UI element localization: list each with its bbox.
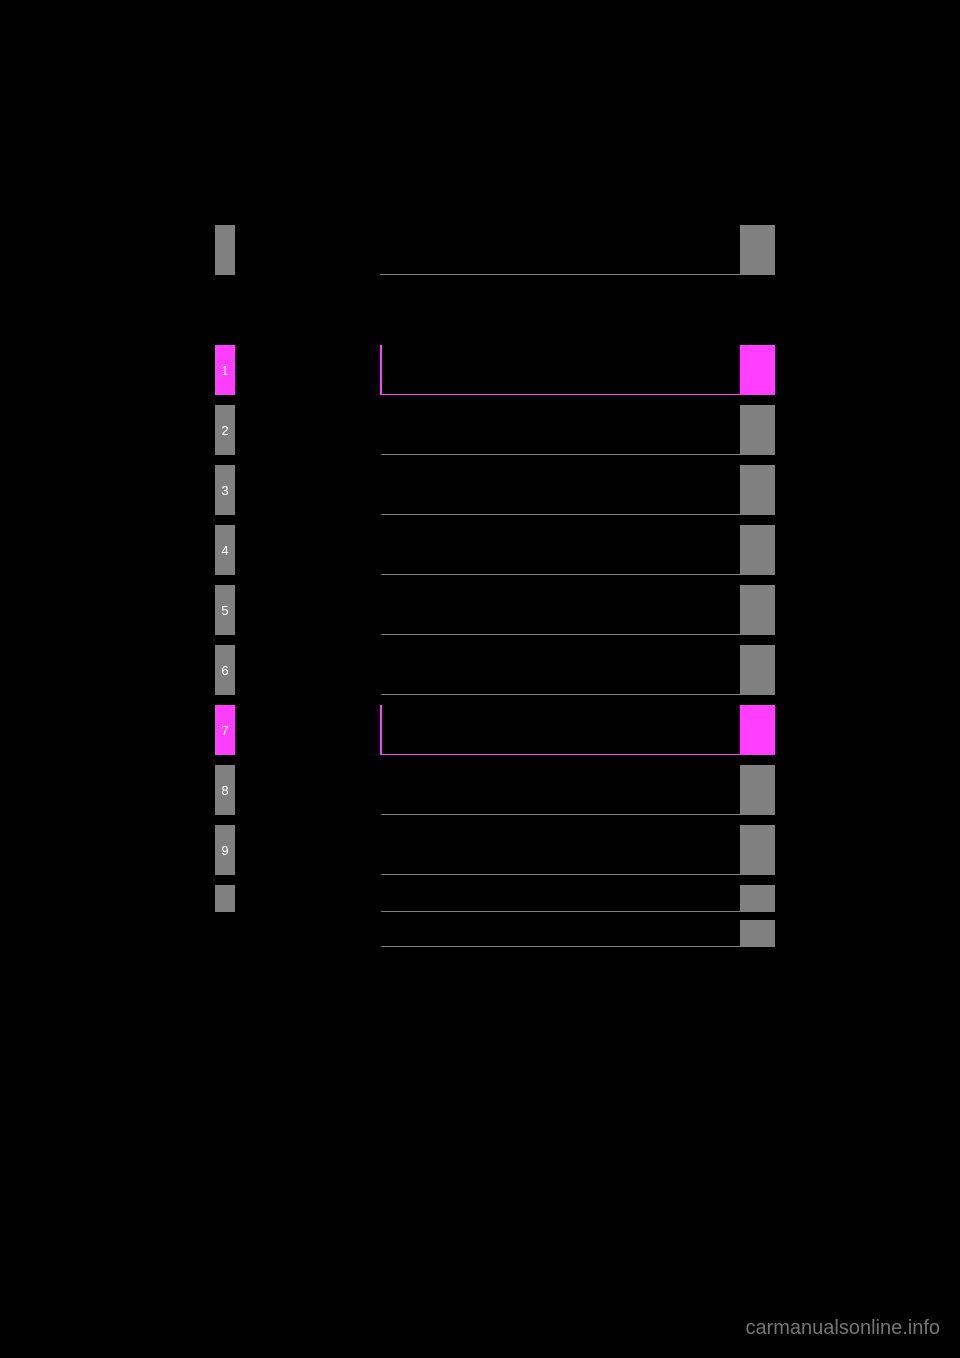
toc-row-5[interactable]: 5 bbox=[215, 585, 775, 635]
header-endtab bbox=[740, 225, 775, 275]
toc-row-extra-1[interactable] bbox=[215, 885, 775, 912]
manual-toc-page: 1 2 3 4 5 6 7 8 bbox=[215, 225, 775, 955]
toc-row-4[interactable]: 4 bbox=[215, 525, 775, 575]
chapter-endtab bbox=[740, 465, 775, 515]
toc-row-9[interactable]: 9 bbox=[215, 825, 775, 875]
chapter-number bbox=[215, 920, 235, 947]
watermark-text: carmanualsonline.info bbox=[745, 1317, 940, 1340]
chapter-endtab bbox=[740, 765, 775, 815]
chapter-title-box bbox=[380, 645, 740, 695]
chapter-title-box bbox=[380, 585, 740, 635]
toc-row-6[interactable]: 6 bbox=[215, 645, 775, 695]
header-content bbox=[380, 225, 740, 275]
chapter-endtab bbox=[740, 645, 775, 695]
chapter-endtab bbox=[740, 405, 775, 455]
chapter-endtab bbox=[740, 525, 775, 575]
chapter-endtab bbox=[740, 585, 775, 635]
chapter-number: 5 bbox=[215, 585, 235, 635]
chapter-endtab bbox=[740, 920, 775, 947]
chapter-number: 6 bbox=[215, 645, 235, 695]
chapter-number: 7 bbox=[215, 705, 235, 755]
chapter-endtab bbox=[740, 705, 775, 755]
toc-row-extra-2[interactable] bbox=[215, 920, 775, 947]
chapter-number: 9 bbox=[215, 825, 235, 875]
chapter-title-box bbox=[380, 825, 740, 875]
chapter-number bbox=[215, 885, 235, 912]
chapter-number: 3 bbox=[215, 465, 235, 515]
chapter-title-box bbox=[380, 705, 740, 755]
chapter-title-box bbox=[380, 920, 740, 947]
header-gap bbox=[235, 225, 380, 275]
chapter-endtab bbox=[740, 345, 775, 395]
chapter-endtab bbox=[740, 885, 775, 912]
toc-row-3[interactable]: 3 bbox=[215, 465, 775, 515]
chapter-title-box bbox=[380, 765, 740, 815]
chapter-number: 1 bbox=[215, 345, 235, 395]
chapter-number: 2 bbox=[215, 405, 235, 455]
chapter-title-box bbox=[380, 525, 740, 575]
toc-row-1[interactable]: 1 bbox=[215, 345, 775, 395]
header-row bbox=[215, 225, 775, 275]
chapter-number: 4 bbox=[215, 525, 235, 575]
toc-row-8[interactable]: 8 bbox=[215, 765, 775, 815]
chapter-number: 8 bbox=[215, 765, 235, 815]
chapter-title-box bbox=[380, 345, 740, 395]
toc-row-7[interactable]: 7 bbox=[215, 705, 775, 755]
chapter-title-box bbox=[380, 405, 740, 455]
toc-row-2[interactable]: 2 bbox=[215, 405, 775, 455]
chapter-title-box bbox=[380, 885, 740, 912]
chapter-title-box bbox=[380, 465, 740, 515]
chapter-endtab bbox=[740, 825, 775, 875]
header-tab bbox=[215, 225, 235, 275]
